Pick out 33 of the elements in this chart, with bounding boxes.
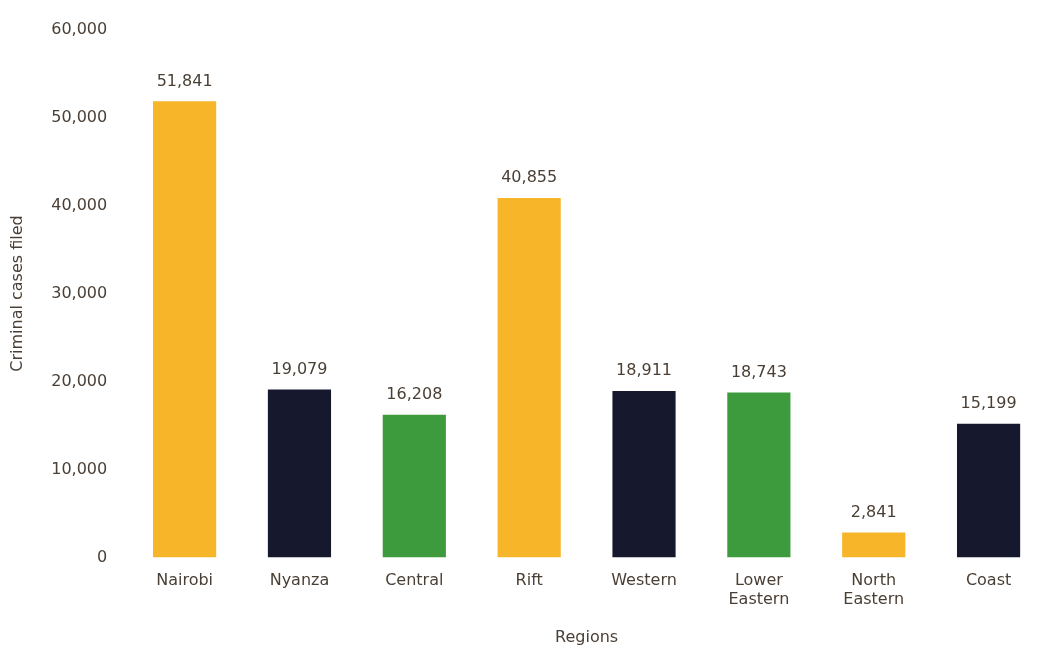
bar <box>497 198 561 558</box>
y-tick-label: 0 <box>97 546 108 566</box>
x-tick-label: Nyanza <box>269 570 330 590</box>
bar <box>382 414 446 558</box>
bar <box>612 391 676 558</box>
y-tick-label: 60,000 <box>51 18 108 38</box>
x-tick-label: Central <box>385 570 444 590</box>
data-label: 2,841 <box>850 501 897 521</box>
y-axis-title: Criminal cases filed <box>6 215 26 372</box>
bar <box>727 392 791 558</box>
data-label: 18,743 <box>730 361 787 381</box>
data-label: 19,079 <box>271 358 328 378</box>
x-tick-label: North Eastern <box>843 570 905 609</box>
data-label: 40,855 <box>501 167 558 187</box>
x-axis-title: Regions <box>555 626 619 646</box>
bar <box>842 532 906 558</box>
y-tick-label: 20,000 <box>51 370 108 390</box>
data-label: 18,911 <box>616 360 673 380</box>
data-label: 51,841 <box>156 70 213 90</box>
x-tick-label: Nairobi <box>156 570 214 590</box>
data-label: 16,208 <box>386 383 443 403</box>
bar <box>153 101 217 558</box>
y-tick-label: 10,000 <box>51 458 108 478</box>
bar <box>267 389 332 558</box>
bar <box>956 423 1021 558</box>
x-tick-label: Western <box>611 570 677 590</box>
x-tick-label: Rift <box>515 570 543 590</box>
data-label: 15,199 <box>960 392 1017 412</box>
y-tick-label: 30,000 <box>51 282 108 302</box>
y-tick-label: 50,000 <box>51 106 108 126</box>
x-tick-label: Coast <box>965 570 1012 590</box>
x-tick-label: Lower Eastern <box>728 570 790 609</box>
y-tick-label: 40,000 <box>51 194 108 214</box>
